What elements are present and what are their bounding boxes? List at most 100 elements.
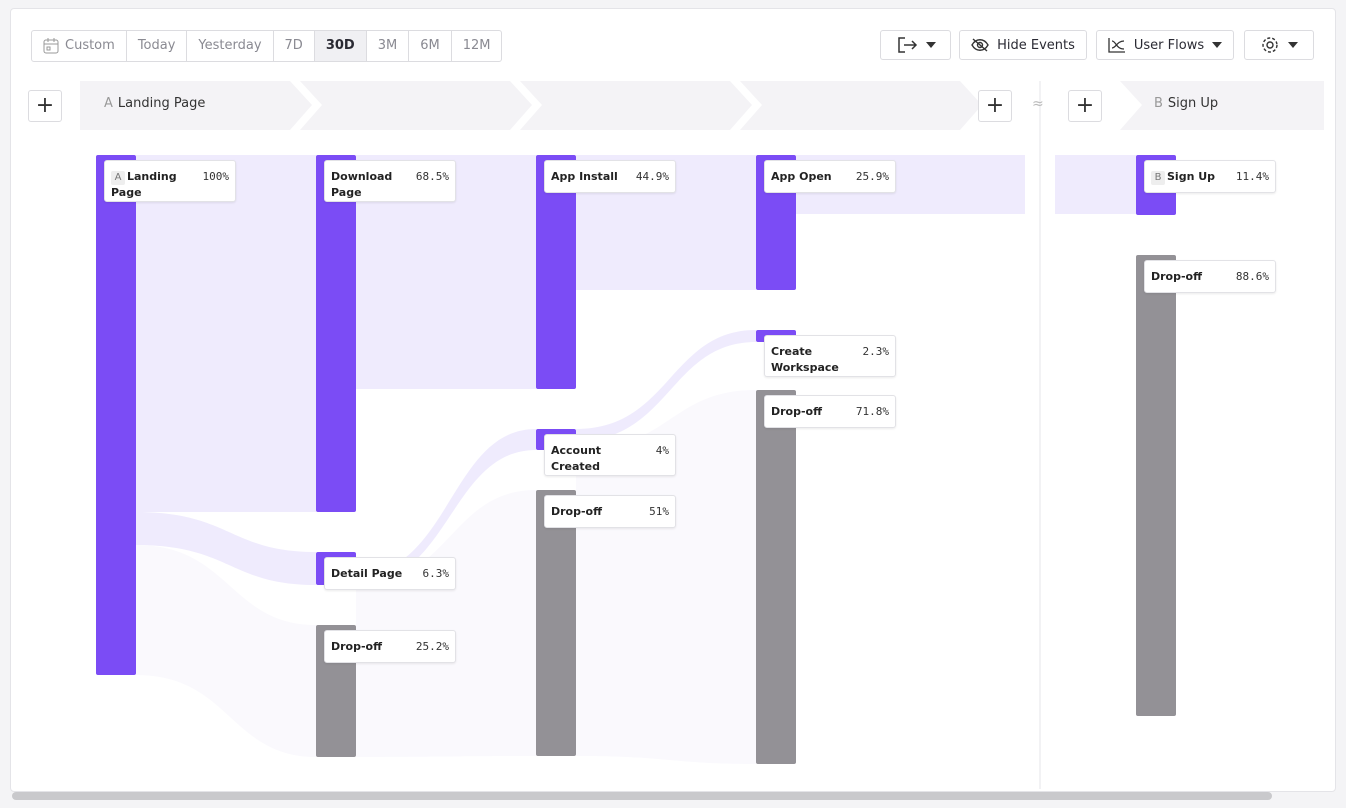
export-icon	[897, 37, 917, 53]
button-label: Hide Events	[997, 37, 1075, 53]
flow-band	[1055, 155, 1136, 214]
node-bar	[536, 155, 576, 389]
step-name: Landing Page	[117, 96, 206, 111]
add-step-button[interactable]: +	[28, 90, 62, 122]
dropoff-band	[576, 390, 756, 764]
date-range-option[interactable]: 12M	[462, 38, 491, 53]
node-card[interactable]: B Sign Up 11.4%	[1144, 160, 1276, 193]
node-label: Sign Up	[1167, 170, 1216, 183]
caret	[925, 42, 936, 48]
dropoff-band	[356, 490, 536, 757]
date-range-option[interactable]: Today	[127, 31, 188, 61]
node-label: Drop-off	[771, 405, 823, 418]
node-label: Account Created	[551, 444, 602, 473]
node-percent: 88.6%	[1235, 270, 1269, 283]
node-percent: 68.5%	[415, 170, 449, 183]
step-header	[740, 81, 982, 130]
node-label-wrap: Drop-off	[771, 404, 822, 420]
node-label-wrap: Drop-off	[551, 504, 602, 520]
node-card[interactable]: A Landing Page 100%	[104, 160, 236, 202]
node-card[interactable]: Account Created 4%	[544, 434, 676, 476]
break-symbol: ≈	[1032, 96, 1044, 112]
step-letter: A	[104, 96, 113, 111]
node-label-wrap: Download Page	[331, 169, 415, 201]
step-header	[80, 81, 312, 130]
node-label-wrap: A Landing Page	[111, 169, 195, 201]
node-card[interactable]: Create Workspace 2.3%	[764, 335, 896, 377]
node-percent: 25.9%	[855, 170, 889, 183]
node-label: Create Workspace	[771, 345, 839, 374]
node-label: Download Page	[331, 170, 393, 199]
node-card[interactable]: Download Page 68.5%	[324, 160, 456, 202]
step-badge: A	[111, 171, 125, 185]
flow-band	[136, 155, 316, 512]
date-range-option[interactable]: Custom	[32, 31, 127, 61]
user-flows-button[interactable]: User Flows	[1096, 30, 1234, 60]
node-label: App Open	[771, 170, 832, 183]
node-label: Drop-off	[1151, 270, 1203, 283]
date-range-option[interactable]: 7D	[274, 31, 315, 61]
caret	[1212, 42, 1223, 48]
dropoff-band	[136, 545, 316, 757]
step-label: B Sign Up	[1154, 96, 1218, 111]
node-card[interactable]: Drop-off 25.2%	[324, 630, 456, 663]
scrollbar[interactable]	[12, 792, 1272, 800]
date-range-label: Custom	[65, 38, 115, 53]
node-card[interactable]: Detail Page 6.3%	[324, 557, 456, 590]
node-label: App Install	[551, 170, 618, 183]
calendar-icon	[43, 38, 59, 54]
node-label-wrap: Create Workspace	[771, 344, 855, 376]
gear-icon	[1262, 37, 1278, 53]
date-range-group: Custom Today Yesterday 7D 30D 3M 6M 12M	[31, 30, 503, 62]
caret	[1288, 42, 1298, 48]
button-label: User Flows	[1133, 37, 1205, 53]
step-header	[520, 81, 752, 130]
flow-band	[576, 330, 756, 441]
date-range-option[interactable]: 3M	[367, 31, 410, 61]
node-percent: 44.9%	[635, 170, 669, 183]
node-card[interactable]: App Install 44.9%	[544, 160, 676, 193]
node-percent: 51%	[649, 505, 669, 518]
export-button[interactable]	[880, 30, 951, 60]
step-label: A Landing Page	[104, 96, 205, 111]
node-label: Drop-off	[331, 640, 383, 653]
node-bar	[96, 155, 136, 675]
settings-button[interactable]	[1244, 30, 1314, 60]
node-label-wrap: App Install	[551, 169, 618, 185]
node-percent: 6.3%	[422, 567, 450, 580]
node-label: Detail Page	[331, 567, 403, 580]
node-percent: 2.3%	[862, 345, 890, 358]
step-name: Sign Up	[1167, 96, 1219, 111]
add-step-button[interactable]: +	[1068, 90, 1102, 122]
step-header	[1120, 81, 1324, 130]
hide-events-button[interactable]: Hide Events	[959, 30, 1087, 60]
date-range-option[interactable]: 6M	[409, 31, 452, 61]
node-card[interactable]: Drop-off 51%	[544, 495, 676, 528]
node-label: Drop-off	[551, 505, 603, 518]
date-range-option[interactable]: 30D	[314, 31, 367, 61]
node-bar	[536, 490, 576, 756]
node-bar	[1136, 255, 1176, 716]
flow-band	[356, 155, 536, 389]
node-label-wrap: Drop-off	[331, 639, 382, 655]
node-label-wrap: Detail Page	[331, 566, 402, 582]
node-bar	[316, 155, 356, 512]
flow-band	[356, 429, 536, 585]
node-label-wrap: App Open	[771, 169, 832, 185]
date-range-option[interactable]: Yesterday	[187, 31, 274, 61]
node-card[interactable]: Drop-off 88.6%	[1144, 260, 1276, 293]
node-bar	[756, 390, 796, 764]
flows-icon	[1108, 38, 1125, 53]
node-label: Landing Page	[111, 170, 177, 199]
eye-icon	[971, 38, 989, 52]
node-label-wrap: B Sign Up	[1151, 169, 1215, 185]
flow-band	[136, 512, 316, 585]
node-card[interactable]: Drop-off 71.8%	[764, 395, 896, 428]
step-badge: B	[1151, 171, 1165, 185]
node-card[interactable]: App Open 25.9%	[764, 160, 896, 193]
add-step-button[interactable]: +	[978, 90, 1012, 122]
node-percent: 25.2%	[415, 640, 449, 653]
node-percent: 100%	[202, 170, 230, 183]
